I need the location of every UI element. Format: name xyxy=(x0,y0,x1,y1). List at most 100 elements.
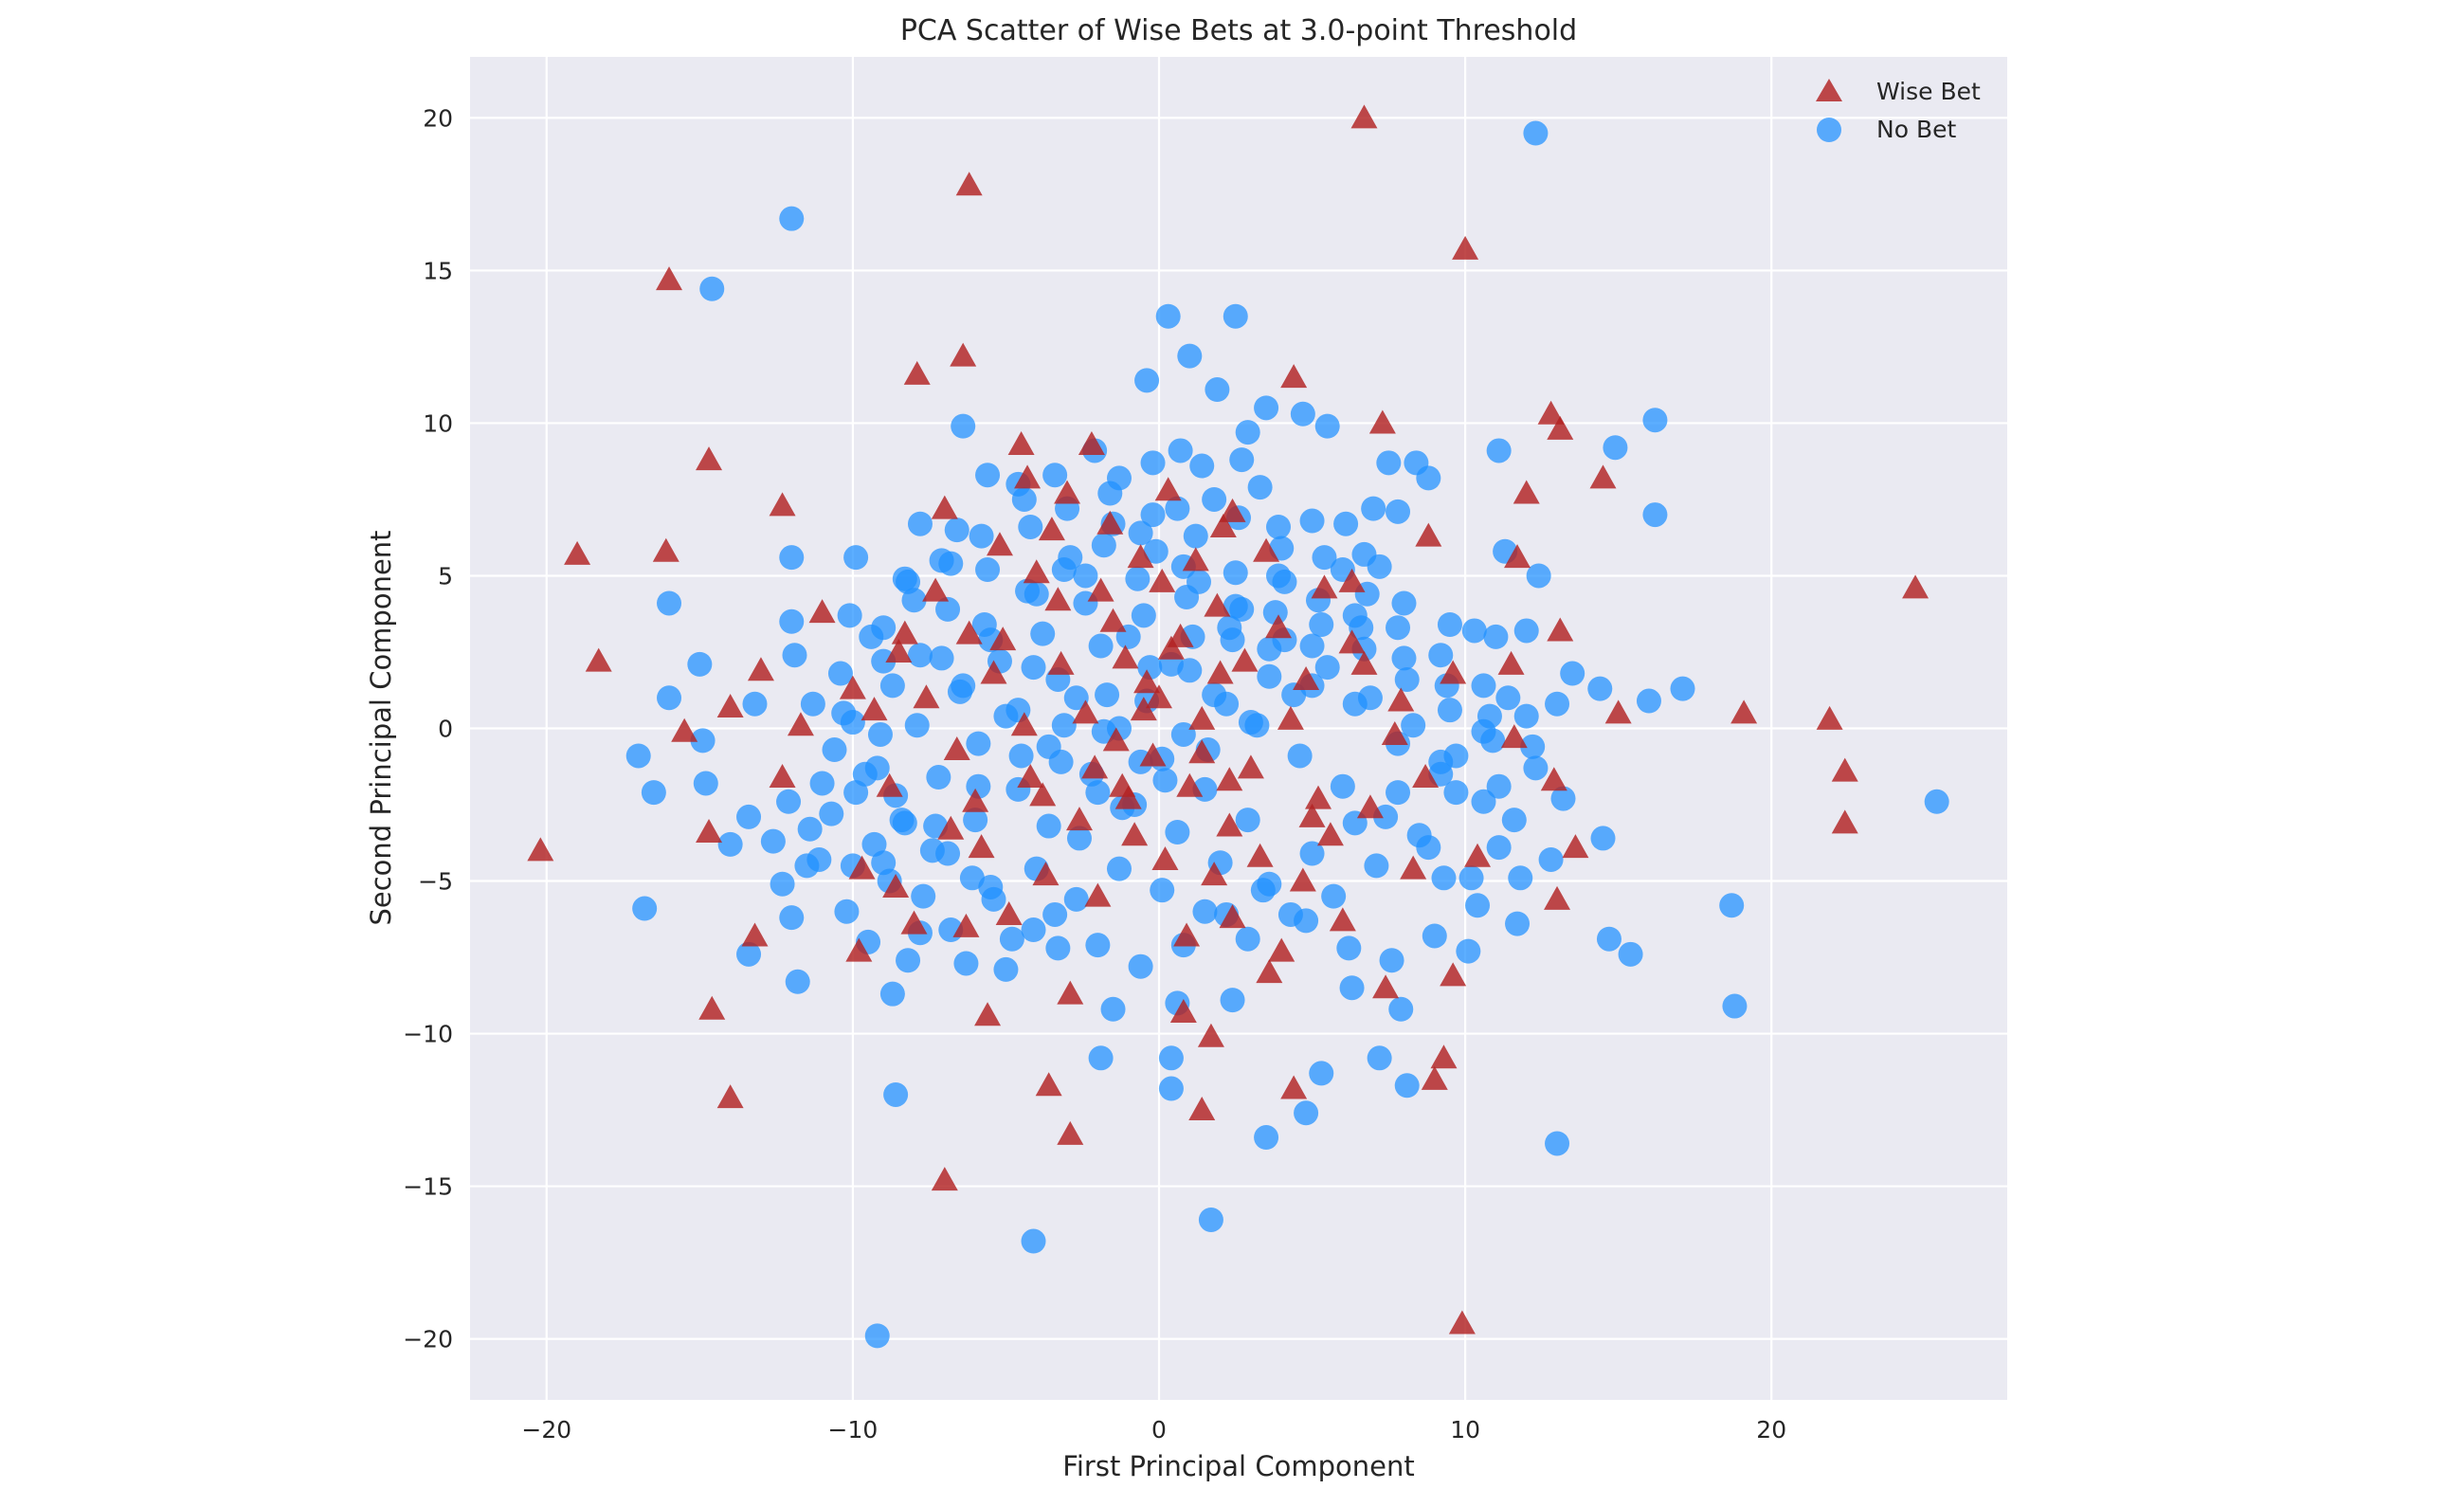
wise-bet-point xyxy=(1268,937,1295,962)
no-bet-point xyxy=(1373,804,1399,829)
no-bet-point xyxy=(1063,886,1089,912)
wise-bet-point xyxy=(839,675,866,699)
no-bet-point xyxy=(1330,773,1355,799)
wise-bet-point xyxy=(1201,862,1228,886)
no-bet-point xyxy=(1379,948,1404,973)
wise-bet-point xyxy=(1154,477,1182,501)
no-bet-point xyxy=(896,948,921,973)
no-bet-point xyxy=(1155,303,1181,329)
wise-bet-point xyxy=(1157,635,1185,660)
no-bet-point xyxy=(871,850,897,876)
wise-bet-point xyxy=(876,772,903,797)
no-bet-point xyxy=(1165,819,1190,844)
no-bet-point xyxy=(864,1323,890,1349)
wise-bet-point xyxy=(1497,650,1525,675)
no-bet-point xyxy=(1262,600,1288,626)
wise-bet-point xyxy=(1547,617,1574,642)
wise-bet-point xyxy=(1081,754,1109,779)
no-bet-point xyxy=(1177,658,1203,683)
no-bet-point xyxy=(1483,624,1509,649)
legend-wise-bet-marker xyxy=(1816,79,1842,101)
no-bet-point xyxy=(693,771,718,796)
no-bet-point xyxy=(1391,645,1417,671)
wise-bet-point xyxy=(1440,962,1467,987)
no-bet-point xyxy=(1220,627,1245,653)
wise-bet-point xyxy=(1265,614,1293,639)
wise-bet-point xyxy=(1237,754,1264,779)
no-bet-point xyxy=(1036,813,1061,839)
no-bet-point xyxy=(951,673,976,699)
wise-bet-point xyxy=(1127,544,1154,569)
wise-bet-point xyxy=(1544,885,1571,910)
no-bet-point xyxy=(1333,511,1359,536)
no-bet-point xyxy=(1388,996,1414,1022)
no-bet-point xyxy=(959,865,985,891)
no-bet-point xyxy=(911,883,936,909)
wise-bet-point xyxy=(1032,862,1060,886)
no-bet-point xyxy=(1437,612,1462,638)
wise-bet-point xyxy=(931,495,958,519)
no-bet-point xyxy=(1030,621,1056,646)
no-bet-point xyxy=(1339,975,1365,1001)
wise-bet-point xyxy=(1204,592,1231,617)
no-bet-point xyxy=(1523,755,1549,781)
y-tick-label: 5 xyxy=(438,562,453,590)
wise-bet-point xyxy=(931,1167,958,1191)
no-bet-point xyxy=(907,511,933,536)
no-bet-point xyxy=(657,590,682,616)
no-bet-point xyxy=(1361,496,1386,521)
no-bet-point xyxy=(999,926,1024,952)
no-bet-point xyxy=(840,710,865,735)
no-bet-point xyxy=(1100,996,1126,1022)
x-tick-label: 0 xyxy=(1151,1416,1167,1444)
y-tick-label: −15 xyxy=(403,1173,453,1201)
no-bet-point xyxy=(1394,1073,1420,1099)
wise-bet-point xyxy=(1121,822,1149,846)
wise-bet-point xyxy=(1547,415,1574,440)
wise-bet-point xyxy=(1219,904,1246,929)
no-bet-point xyxy=(1670,676,1695,701)
no-bet-point xyxy=(907,643,933,668)
no-bet-point xyxy=(1456,938,1481,964)
wise-bet-point xyxy=(716,1084,744,1109)
wise-bet-point xyxy=(1109,772,1136,797)
wise-bet-point xyxy=(1430,1044,1458,1069)
no-bet-point xyxy=(632,896,658,921)
y-axis-label: Second Principal Component xyxy=(365,530,397,925)
legend-no-bet-label: No Bet xyxy=(1876,116,1956,143)
wise-bet-point xyxy=(1099,608,1127,632)
wise-bet-point xyxy=(1537,400,1565,425)
no-bet-point xyxy=(1603,435,1628,461)
no-bet-point xyxy=(1461,618,1487,644)
wise-bet-point xyxy=(1831,757,1858,782)
no-bet-point xyxy=(1287,743,1313,769)
wise-bet-point xyxy=(1114,785,1142,809)
wise-bet-point xyxy=(808,599,836,624)
no-bet-point xyxy=(1186,569,1211,594)
wise-bet-point xyxy=(1311,574,1338,599)
wise-bet-point xyxy=(1831,809,1858,834)
wise-bet-point xyxy=(955,620,983,645)
wise-bet-point xyxy=(900,910,928,935)
no-bet-point xyxy=(1471,673,1496,699)
no-bet-point xyxy=(1011,486,1037,512)
no-bet-point xyxy=(1131,603,1156,628)
no-bet-point xyxy=(717,831,743,857)
no-bet-point xyxy=(1021,1228,1046,1254)
no-bet-point xyxy=(1294,1100,1319,1126)
no-bet-point xyxy=(1137,655,1163,681)
no-bet-point xyxy=(797,816,823,842)
no-bet-point xyxy=(1008,743,1034,769)
wise-bet-point xyxy=(1007,430,1035,455)
no-bet-point xyxy=(859,624,884,649)
x-tick-label: 10 xyxy=(1450,1416,1480,1444)
wise-bet-point xyxy=(922,577,950,602)
no-bet-point xyxy=(1045,935,1071,961)
no-bet-point xyxy=(1486,773,1512,799)
no-bet-point xyxy=(657,685,682,711)
no-bet-point xyxy=(1309,1061,1334,1086)
y-tick-label: 10 xyxy=(423,409,453,437)
no-bet-point xyxy=(1015,578,1041,604)
